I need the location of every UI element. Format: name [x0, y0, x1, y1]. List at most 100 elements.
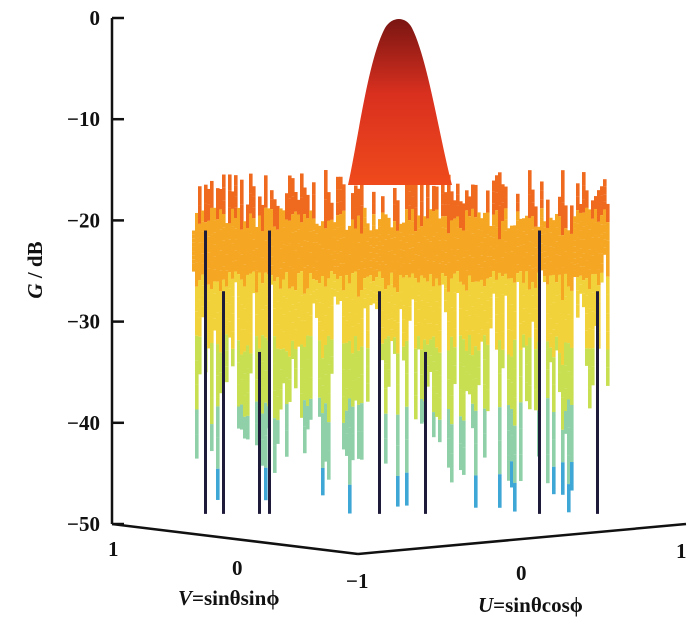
surface-segment [243, 416, 247, 439]
surface-segment [273, 336, 277, 364]
surface-segment [453, 218, 457, 238]
surface-segment [192, 259, 196, 264]
surface-segment [252, 229, 256, 240]
surface-segment [279, 349, 283, 370]
surface-segment [585, 278, 589, 296]
surface-segment [243, 242, 247, 265]
surface-segment [501, 239, 505, 258]
surface-segment [231, 226, 235, 244]
surface-segment [327, 278, 331, 308]
surface-segment [543, 227, 547, 234]
surface-segment [258, 329, 262, 349]
surface-segment [495, 297, 499, 315]
surface-segment [246, 227, 250, 252]
surface-segment [459, 308, 463, 336]
surface-segment [348, 398, 352, 428]
surface-segment [312, 254, 316, 268]
surface-segment [378, 219, 382, 227]
surface-segment [306, 194, 310, 219]
surface-segment [309, 315, 313, 337]
surface-segment [564, 205, 568, 229]
surface-segment [456, 249, 460, 261]
surface-segment [474, 281, 478, 315]
surface-segment [555, 282, 559, 296]
surface-segment [252, 186, 256, 197]
surface-segment [339, 276, 343, 289]
surface-segment [540, 243, 544, 253]
surface-segment [273, 253, 277, 282]
surface-segment [522, 257, 526, 270]
surface-segment [246, 251, 250, 275]
surface-segment [363, 268, 367, 279]
surface-segment [603, 179, 607, 187]
surface-segment [285, 351, 289, 378]
surface-segment [303, 187, 307, 215]
surface-segment [270, 218, 274, 228]
surface-segment [576, 223, 580, 238]
surface-segment [288, 175, 292, 199]
surface-segment [420, 398, 424, 424]
surface-segment [405, 209, 409, 243]
surface-segment [336, 189, 340, 203]
surface-segment [483, 286, 487, 311]
surface-segment [435, 278, 439, 302]
surface-segment [312, 279, 316, 292]
surface-segment [255, 270, 259, 293]
surface-segment [477, 281, 481, 299]
surface-segment [360, 318, 364, 347]
surface-segment [210, 234, 214, 262]
surface-segment [261, 309, 265, 336]
surface-segment [441, 204, 445, 217]
surface-segment [195, 434, 199, 459]
surface-segment [396, 445, 400, 476]
surface-segment [387, 369, 391, 387]
surface-segment [351, 326, 355, 354]
surface-segment [588, 308, 592, 329]
surface-segment [540, 225, 544, 235]
surface-segment [213, 244, 217, 257]
surface-segment [435, 301, 439, 325]
v-axis-title: V=sinθsinϕ [178, 586, 279, 610]
surface-segment [597, 221, 601, 238]
surface-segment [420, 226, 424, 251]
surface-segment [501, 276, 505, 295]
surface-segment [444, 204, 448, 217]
surface-segment [597, 253, 601, 270]
surface-segment [480, 279, 484, 293]
surface-segment [234, 196, 238, 208]
surface-segment [513, 425, 517, 455]
surface-segment [354, 207, 358, 229]
surface-segment [453, 292, 457, 311]
surface-segment [363, 227, 367, 238]
surface-segment [471, 184, 475, 209]
surface-segment [534, 349, 538, 370]
surface-segment [318, 340, 322, 360]
surface-segment [336, 176, 340, 190]
surface-segment [561, 170, 565, 203]
surface-segment [234, 218, 238, 229]
surface-segment [393, 270, 397, 288]
surface-segment [549, 217, 553, 233]
surface-segment [306, 405, 310, 430]
surface-segment [531, 242, 535, 256]
surface-segment [393, 254, 397, 271]
surface-segment [513, 397, 517, 426]
surface-segment [579, 212, 583, 222]
surface-segment [594, 273, 598, 287]
surface-segment [312, 230, 316, 243]
surface-segment [567, 286, 571, 315]
surface-segment [432, 336, 436, 362]
surface-segment [291, 340, 295, 360]
surface-segment [240, 179, 244, 205]
surface-segment [480, 329, 484, 342]
surface-segment [513, 282, 517, 312]
surface-segment [459, 362, 463, 390]
surface-segment [318, 321, 322, 341]
surface-segment [375, 245, 379, 254]
surface-segment [411, 260, 415, 274]
surface-segment [357, 350, 361, 378]
surface-segment [462, 393, 466, 421]
surface-segment [306, 218, 310, 242]
surface-segment [540, 208, 544, 218]
surface-segment [591, 311, 595, 330]
